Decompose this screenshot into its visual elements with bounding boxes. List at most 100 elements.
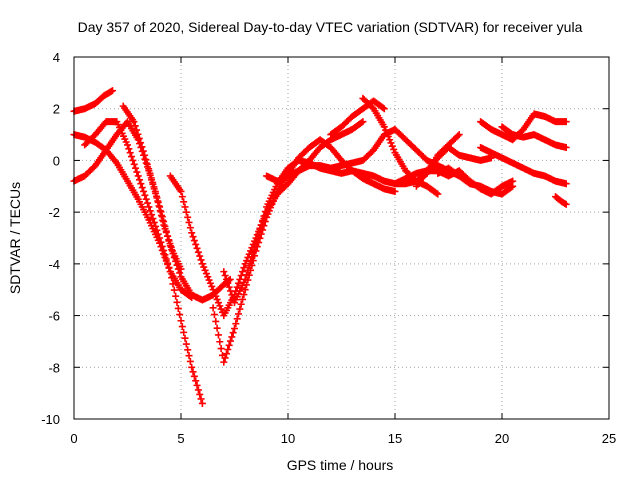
data-point bbox=[209, 304, 217, 312]
data-point bbox=[188, 229, 196, 237]
data-point bbox=[507, 183, 515, 191]
data-point bbox=[180, 328, 188, 336]
data-point bbox=[154, 197, 162, 205]
data-point bbox=[165, 236, 173, 244]
data-point bbox=[176, 311, 184, 319]
data-point bbox=[129, 156, 137, 164]
data-point bbox=[176, 269, 184, 277]
data-point bbox=[221, 271, 229, 279]
data-point bbox=[251, 244, 259, 252]
data-point bbox=[231, 325, 238, 332]
data-point bbox=[178, 193, 186, 201]
data-point bbox=[240, 264, 248, 272]
data-point bbox=[197, 395, 205, 403]
data-point bbox=[157, 211, 165, 219]
data-point bbox=[220, 358, 228, 366]
data-point bbox=[146, 169, 154, 177]
data-point bbox=[390, 145, 398, 153]
data-point bbox=[221, 354, 229, 362]
data-point bbox=[226, 337, 234, 345]
y-tick-label: -6 bbox=[48, 309, 60, 324]
data-point bbox=[155, 202, 163, 210]
data-point bbox=[173, 298, 181, 306]
x-tick-label: 0 bbox=[70, 431, 77, 446]
data-point bbox=[384, 133, 392, 141]
data-point bbox=[177, 317, 185, 325]
x-tick-label: 15 bbox=[388, 431, 402, 446]
data-point bbox=[182, 340, 190, 348]
data-point bbox=[222, 350, 230, 358]
data-point bbox=[245, 262, 253, 270]
data-point bbox=[209, 286, 217, 294]
data-point bbox=[562, 180, 570, 188]
data-point bbox=[153, 192, 161, 200]
series-sat-d bbox=[81, 118, 196, 301]
data-point bbox=[142, 195, 150, 203]
data-point bbox=[186, 293, 194, 301]
data-point bbox=[159, 216, 167, 224]
data-point bbox=[229, 329, 237, 337]
data-point bbox=[256, 226, 264, 234]
data-point bbox=[216, 302, 224, 310]
data-point bbox=[206, 279, 214, 287]
data-point bbox=[193, 244, 201, 252]
data-point bbox=[164, 259, 172, 267]
data-point bbox=[380, 123, 388, 131]
data-point bbox=[131, 122, 139, 130]
data-point bbox=[153, 226, 161, 234]
data-point bbox=[239, 295, 247, 303]
data-point bbox=[164, 232, 172, 240]
data-point bbox=[137, 139, 145, 147]
series-sat-q bbox=[498, 123, 570, 151]
data-point bbox=[109, 87, 117, 95]
data-point bbox=[235, 279, 243, 287]
x-axis-label: GPS time / hours bbox=[287, 457, 394, 473]
data-point bbox=[434, 190, 442, 198]
data-point bbox=[150, 218, 158, 226]
data-point bbox=[217, 305, 225, 313]
data-point bbox=[167, 243, 175, 251]
data-point bbox=[158, 242, 166, 250]
data-point bbox=[156, 207, 164, 215]
data-point bbox=[561, 200, 569, 208]
series-sat-b bbox=[70, 131, 206, 407]
data-point bbox=[172, 292, 180, 300]
data-point bbox=[228, 333, 236, 341]
data-point bbox=[190, 237, 198, 245]
data-point bbox=[165, 263, 173, 271]
data-point bbox=[133, 168, 141, 176]
data-point bbox=[212, 292, 220, 300]
data-point bbox=[196, 390, 204, 398]
data-point bbox=[145, 165, 153, 173]
data-point bbox=[193, 381, 201, 389]
data-point bbox=[210, 289, 218, 297]
data-point bbox=[194, 386, 202, 394]
data-point bbox=[257, 221, 265, 229]
data-point bbox=[455, 131, 463, 139]
series-sat-r bbox=[552, 193, 570, 208]
series-sat-m bbox=[412, 144, 495, 190]
data-point bbox=[562, 200, 570, 208]
chart-title: Day 357 of 2020, Sidereal Day-to-day VTE… bbox=[78, 19, 583, 35]
data-point bbox=[204, 273, 212, 281]
data-point bbox=[137, 180, 145, 188]
data-point bbox=[248, 253, 256, 261]
data-point bbox=[160, 221, 168, 229]
data-point bbox=[162, 255, 170, 263]
data-point bbox=[386, 136, 394, 144]
data-point bbox=[136, 176, 144, 184]
data-point bbox=[160, 247, 168, 255]
data-point bbox=[368, 103, 376, 111]
data-point bbox=[128, 153, 136, 161]
data-point bbox=[194, 248, 202, 256]
data-point bbox=[134, 172, 142, 180]
data-point bbox=[244, 266, 252, 274]
data-point bbox=[140, 187, 148, 195]
data-point bbox=[235, 310, 243, 318]
data-point bbox=[198, 399, 206, 407]
data-point bbox=[139, 147, 147, 155]
data-point bbox=[252, 239, 260, 247]
data-point bbox=[157, 238, 165, 246]
data-point bbox=[214, 331, 222, 339]
